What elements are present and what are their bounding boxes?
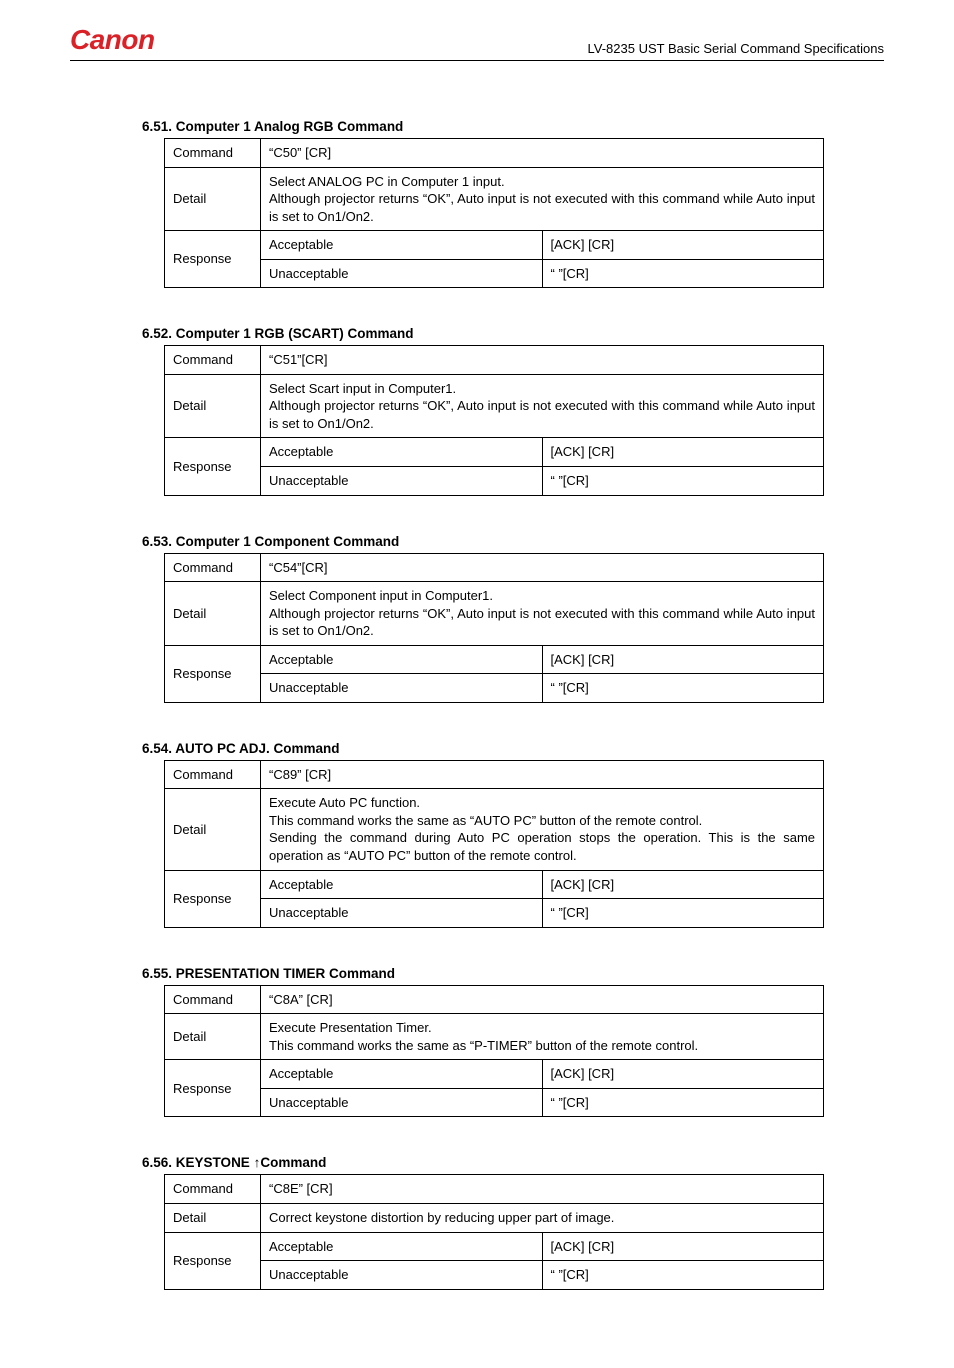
canon-logo: Canon — [70, 24, 155, 56]
label-command: Command — [165, 553, 261, 582]
label-response: Response — [165, 231, 261, 288]
label-response: Response — [165, 870, 261, 927]
label-detail: Detail — [165, 582, 261, 646]
section-number: 6.56. — [142, 1155, 172, 1170]
label-response: Response — [165, 438, 261, 495]
nack-value: “ ”[CR] — [542, 674, 824, 703]
section-number: 6.55. — [142, 966, 172, 981]
nack-value: “ ”[CR] — [542, 467, 824, 496]
nack-value: “ ”[CR] — [542, 899, 824, 928]
label-detail: Detail — [165, 1203, 261, 1232]
label-acceptable: Acceptable — [261, 870, 543, 899]
command-section: 6.56. KEYSTONE ↑Command Command“C8E” [CR]… — [70, 1155, 884, 1289]
detail-value: Execute Presentation Timer.This command … — [261, 1014, 824, 1060]
section-number: 6.54. — [142, 741, 172, 756]
section-title-text: Computer 1 Component Command — [176, 534, 400, 549]
ack-value: [ACK] [CR] — [542, 1232, 824, 1261]
detail-value: Select ANALOG PC in Computer 1 input.Alt… — [261, 167, 824, 231]
section-title-text: Computer 1 Analog RGB Command — [176, 119, 404, 134]
section-title-text: KEYSTONE ↑Command — [176, 1155, 327, 1170]
label-detail: Detail — [165, 374, 261, 438]
section-heading: 6.51. Computer 1 Analog RGB Command — [142, 119, 884, 134]
label-command: Command — [165, 1175, 261, 1204]
detail-value: Select Scart input in Computer1.Although… — [261, 374, 824, 438]
label-command: Command — [165, 139, 261, 168]
command-value: “C54”[CR] — [261, 553, 824, 582]
document-page: Canon LV-8235 UST Basic Serial Command S… — [0, 0, 954, 1368]
command-section: 6.53. Computer 1 Component Command Comman… — [70, 534, 884, 703]
ack-value: [ACK] [CR] — [542, 438, 824, 467]
label-command: Command — [165, 346, 261, 375]
command-table: Command“C51”[CR]DetailSelect Scart input… — [164, 345, 824, 495]
label-unacceptable: Unacceptable — [261, 1088, 543, 1117]
label-acceptable: Acceptable — [261, 438, 543, 467]
section-heading: 6.53. Computer 1 Component Command — [142, 534, 884, 549]
label-response: Response — [165, 1060, 261, 1117]
section-heading: 6.54. AUTO PC ADJ. Command — [142, 741, 884, 756]
command-value: “C50” [CR] — [261, 139, 824, 168]
label-unacceptable: Unacceptable — [261, 674, 543, 703]
label-response: Response — [165, 1232, 261, 1289]
label-detail: Detail — [165, 789, 261, 870]
section-title-text: Computer 1 RGB (SCART) Command — [176, 326, 414, 341]
label-command: Command — [165, 760, 261, 789]
label-acceptable: Acceptable — [261, 1060, 543, 1089]
ack-value: [ACK] [CR] — [542, 231, 824, 260]
label-unacceptable: Unacceptable — [261, 467, 543, 496]
command-table: Command“C8E” [CR]DetailCorrect keystone … — [164, 1174, 824, 1289]
section-number: 6.52. — [142, 326, 172, 341]
command-section: 6.55. PRESENTATION TIMER CommandCommand“… — [70, 966, 884, 1118]
section-title-text: AUTO PC ADJ. Command — [175, 741, 339, 756]
section-heading: 6.55. PRESENTATION TIMER Command — [142, 966, 884, 981]
label-detail: Detail — [165, 167, 261, 231]
command-table: Command“C8A” [CR]DetailExecute Presentat… — [164, 985, 824, 1118]
command-value: “C51”[CR] — [261, 346, 824, 375]
label-detail: Detail — [165, 1014, 261, 1060]
label-unacceptable: Unacceptable — [261, 899, 543, 928]
label-unacceptable: Unacceptable — [261, 259, 543, 288]
label-acceptable: Acceptable — [261, 1232, 543, 1261]
nack-value: “ ”[CR] — [542, 1088, 824, 1117]
detail-value: Correct keystone distortion by reducing … — [261, 1203, 824, 1232]
section-heading: 6.52. Computer 1 RGB (SCART) Command — [142, 326, 884, 341]
command-value: “C8A” [CR] — [261, 985, 824, 1014]
detail-value: Execute Auto PC function.This command wo… — [261, 789, 824, 870]
label-response: Response — [165, 645, 261, 702]
command-table: Command“C89” [CR]DetailExecute Auto PC f… — [164, 760, 824, 928]
nack-value: “ ”[CR] — [542, 1261, 824, 1290]
nack-value: “ ”[CR] — [542, 259, 824, 288]
doc-title: LV-8235 UST Basic Serial Command Specifi… — [588, 41, 885, 56]
command-table: Command“C50” [CR]DetailSelect ANALOG PC … — [164, 138, 824, 288]
ack-value: [ACK] [CR] — [542, 645, 824, 674]
label-command: Command — [165, 985, 261, 1014]
detail-value: Select Component input in Computer1.Alth… — [261, 582, 824, 646]
section-title-text: PRESENTATION TIMER Command — [176, 966, 395, 981]
command-value: “C89” [CR] — [261, 760, 824, 789]
label-acceptable: Acceptable — [261, 645, 543, 674]
command-value: “C8E” [CR] — [261, 1175, 824, 1204]
command-section: 6.52. Computer 1 RGB (SCART) Command Comm… — [70, 326, 884, 495]
command-section: 6.51. Computer 1 Analog RGB Command Comma… — [70, 119, 884, 288]
label-unacceptable: Unacceptable — [261, 1261, 543, 1290]
section-number: 6.53. — [142, 534, 172, 549]
command-table: Command“C54”[CR]DetailSelect Component i… — [164, 553, 824, 703]
section-heading: 6.56. KEYSTONE ↑Command — [142, 1155, 884, 1170]
page-header: Canon LV-8235 UST Basic Serial Command S… — [70, 24, 884, 61]
section-number: 6.51. — [142, 119, 172, 134]
ack-value: [ACK] [CR] — [542, 870, 824, 899]
label-acceptable: Acceptable — [261, 231, 543, 260]
ack-value: [ACK] [CR] — [542, 1060, 824, 1089]
command-section: 6.54. AUTO PC ADJ. Command Command“C89” [… — [70, 741, 884, 928]
